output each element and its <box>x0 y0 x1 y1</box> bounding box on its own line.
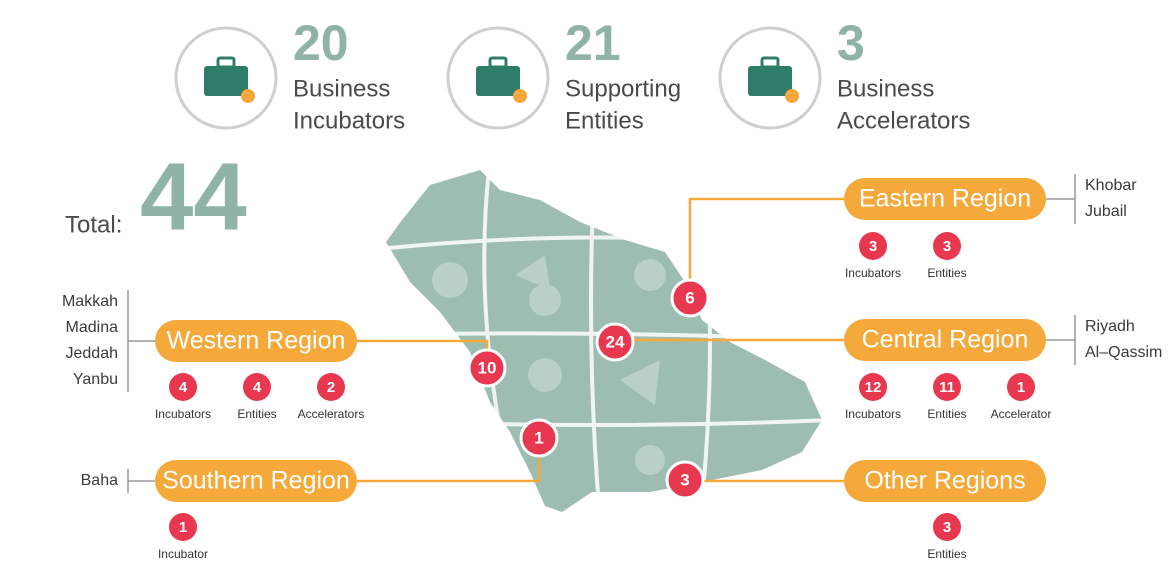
stat-badge <box>317 373 345 401</box>
stat-badge <box>859 373 887 401</box>
stat-value: 2 <box>327 379 335 396</box>
stat-value: 4 <box>253 379 262 396</box>
stat-label: Entities <box>237 407 276 421</box>
icon-accent <box>785 89 799 103</box>
stat-badge <box>1007 373 1035 401</box>
stat-label: Incubators <box>845 266 901 280</box>
stat-label: Incubator <box>158 547 208 561</box>
region-name: Western Region <box>167 327 346 355</box>
map-count: 24 <box>606 332 625 351</box>
stat-badge <box>933 513 961 541</box>
stat-value: 4 <box>179 379 188 396</box>
map-count: 1 <box>534 428 543 447</box>
city: Jubail <box>1085 203 1127 220</box>
stat-value: 3 <box>943 238 951 255</box>
total-value: 44 <box>140 143 247 250</box>
stat-label: Entities <box>927 547 966 561</box>
stat-label: Incubators <box>845 407 901 421</box>
summary-label: Incubators <box>293 107 405 134</box>
stat-badge <box>859 232 887 260</box>
stat-label: Entities <box>927 266 966 280</box>
region-pill <box>844 460 1046 502</box>
summary-label: Entities <box>565 107 644 134</box>
map-marker <box>665 460 705 500</box>
summary-label: Business <box>293 75 390 102</box>
stat-value: 3 <box>869 238 877 255</box>
summary-label: Business <box>837 75 934 102</box>
summary-number: 3 <box>837 15 865 71</box>
region-name: Central Region <box>862 326 1029 354</box>
stat-label: Incubators <box>155 407 211 421</box>
stat-badge <box>933 373 961 401</box>
total-label: Total: <box>65 211 122 238</box>
stat-label: Entities <box>927 407 966 421</box>
region-name: Other Regions <box>864 467 1025 495</box>
map-count: 3 <box>680 470 689 489</box>
region-pill <box>155 320 357 362</box>
stat-badge <box>169 373 197 401</box>
stat-value: 12 <box>865 379 882 396</box>
summary-label: Accelerators <box>837 107 970 134</box>
summary-number: 21 <box>565 15 621 71</box>
map-count: 10 <box>478 358 497 377</box>
city: Riyadh <box>1085 318 1135 335</box>
stat-badge <box>933 232 961 260</box>
stat-value: 3 <box>943 519 951 536</box>
stat-label: Accelerator <box>991 407 1052 421</box>
city: Madina <box>66 319 119 336</box>
map-marker <box>467 348 507 388</box>
briefcase <box>204 66 248 96</box>
city: Baha <box>81 472 118 489</box>
stat-value: 1 <box>1017 379 1025 396</box>
city: Jeddah <box>66 345 119 362</box>
city: Khobar <box>1085 177 1137 194</box>
connector <box>357 456 541 483</box>
city: Makkah <box>62 293 118 310</box>
region-pill <box>844 178 1046 220</box>
briefcase-handle <box>488 56 508 69</box>
map-marker <box>595 322 635 362</box>
connector <box>688 197 845 280</box>
stat-value: 1 <box>179 519 187 536</box>
briefcase-handle <box>216 56 236 69</box>
stat-badge <box>243 373 271 401</box>
icon-accent <box>241 89 255 103</box>
briefcase-handle <box>760 56 780 69</box>
region-name: Eastern Region <box>859 185 1031 213</box>
map-marker <box>519 418 559 458</box>
map-marker <box>670 278 710 318</box>
summary-icons <box>174 26 822 130</box>
region-name: Southern Region <box>162 467 350 495</box>
city: Al–Qassim <box>1085 344 1162 361</box>
briefcase <box>476 66 520 96</box>
briefcase <box>748 66 792 96</box>
region-pill <box>844 319 1046 361</box>
stat-value: 11 <box>939 379 955 396</box>
summary-label: Supporting <box>565 75 681 102</box>
icon-accent <box>513 89 527 103</box>
summary-number: 20 <box>293 15 349 71</box>
stat-label: Accelerators <box>298 407 365 421</box>
stat-badge <box>169 513 197 541</box>
connector <box>357 339 489 350</box>
region-pill <box>155 460 357 502</box>
city: Yanbu <box>73 371 118 388</box>
map-count: 6 <box>685 288 694 307</box>
